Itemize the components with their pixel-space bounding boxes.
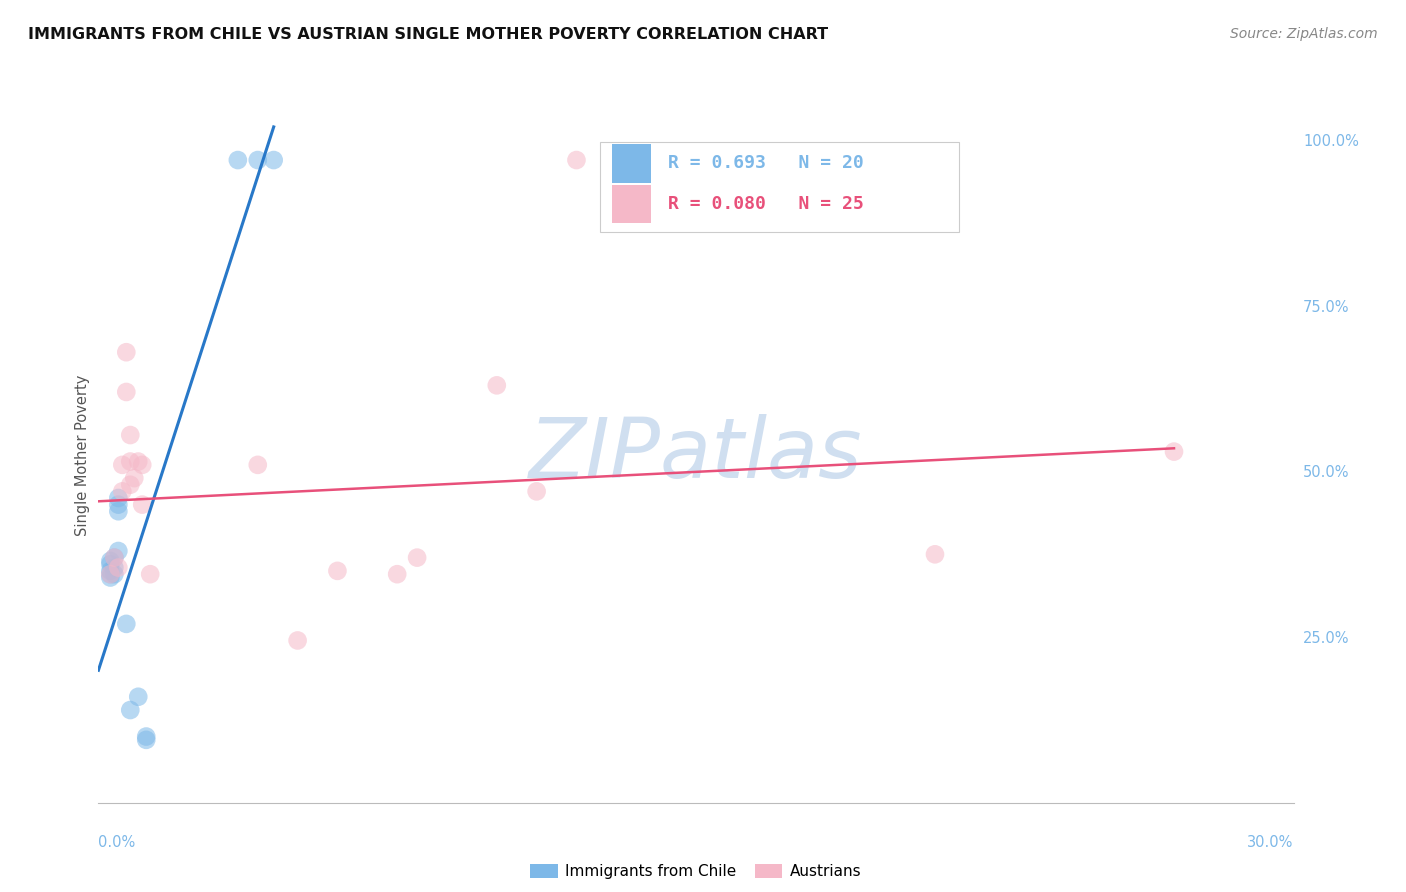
Point <box>326 564 349 578</box>
FancyBboxPatch shape <box>600 142 959 232</box>
Point <box>485 378 508 392</box>
Point <box>406 550 429 565</box>
Y-axis label: Single Mother Poverty: Single Mother Poverty <box>75 375 90 535</box>
Point <box>246 153 269 167</box>
Point <box>127 454 149 468</box>
Point <box>107 491 129 505</box>
Point <box>135 730 157 744</box>
Point <box>120 703 142 717</box>
Point <box>385 567 409 582</box>
Point <box>135 732 157 747</box>
Point <box>246 458 269 472</box>
Point <box>287 633 309 648</box>
Point <box>103 567 125 582</box>
Point <box>120 454 142 468</box>
Point <box>103 560 125 574</box>
Point <box>111 484 134 499</box>
Point <box>111 458 134 472</box>
Point <box>107 498 129 512</box>
Legend: Immigrants from Chile, Austrians: Immigrants from Chile, Austrians <box>524 858 868 886</box>
Point <box>100 567 122 582</box>
Point <box>103 550 125 565</box>
Text: R = 0.080   N = 25: R = 0.080 N = 25 <box>668 195 865 213</box>
Point <box>103 550 125 565</box>
Point <box>1163 444 1185 458</box>
Point <box>120 477 142 491</box>
Text: 0.0%: 0.0% <box>98 836 135 850</box>
Text: IMMIGRANTS FROM CHILE VS AUSTRIAN SINGLE MOTHER POVERTY CORRELATION CHART: IMMIGRANTS FROM CHILE VS AUSTRIAN SINGLE… <box>28 27 828 42</box>
Point <box>115 345 138 359</box>
FancyBboxPatch shape <box>613 145 651 183</box>
Point <box>100 564 122 578</box>
Point <box>120 428 142 442</box>
Point <box>226 153 249 167</box>
Point <box>100 567 122 582</box>
Text: R = 0.693   N = 20: R = 0.693 N = 20 <box>668 154 865 172</box>
Point <box>100 558 122 572</box>
Point <box>107 544 129 558</box>
Point <box>127 690 149 704</box>
FancyBboxPatch shape <box>613 185 651 223</box>
Point <box>263 153 285 167</box>
Point <box>526 484 548 499</box>
Point <box>115 616 138 631</box>
Text: Source: ZipAtlas.com: Source: ZipAtlas.com <box>1230 27 1378 41</box>
Point <box>131 498 153 512</box>
Point <box>131 458 153 472</box>
Point <box>115 384 138 399</box>
Point <box>100 554 122 568</box>
Text: 30.0%: 30.0% <box>1247 836 1294 850</box>
Point <box>124 471 146 485</box>
Point <box>100 570 122 584</box>
Point <box>107 504 129 518</box>
Point <box>924 547 946 561</box>
Point <box>565 153 588 167</box>
Text: ZIPatlas: ZIPatlas <box>529 415 863 495</box>
Point <box>139 567 162 582</box>
Point <box>107 560 129 574</box>
